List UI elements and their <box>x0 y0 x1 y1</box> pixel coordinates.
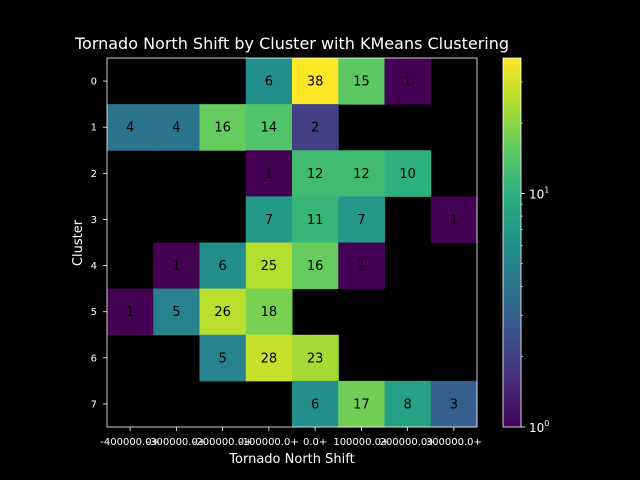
cell-value-label: 38 <box>307 75 324 90</box>
plot-frame <box>106 57 478 428</box>
cell-value-label: 7 <box>265 213 273 228</box>
heatmap-cell-labels: 6 38 15 14 4 16 14 21 12 12 107 11 7 11 6 25 16 11 5 26 185 2… <box>126 75 458 413</box>
cell-value-label: 16 <box>214 121 231 136</box>
heatmap-cell <box>292 104 339 151</box>
x-axis-label: Tornado North Shift <box>228 452 354 467</box>
colorbar: 100 101 <box>502 57 549 435</box>
heatmap-cell <box>338 380 385 428</box>
heatmap-cell <box>107 288 154 336</box>
cell-value-label: 1 <box>172 259 180 274</box>
heatmap-cell <box>153 242 200 290</box>
x-tick-label: 0.0+ <box>303 437 327 448</box>
y-tick-label: 4 <box>91 261 97 272</box>
heatmap-cell <box>199 242 247 290</box>
y-tick-label: 0 <box>91 77 97 88</box>
colorbar-tick-label: 100 <box>529 419 549 435</box>
y-tick-label: 6 <box>91 353 97 364</box>
colorbar-ticks: 100 101 <box>521 81 549 435</box>
cell-value-label: 16 <box>307 259 324 274</box>
heatmap-cell <box>153 104 200 151</box>
colorbar-tick-label: 101 <box>529 185 549 201</box>
heatmap-cell <box>292 334 339 382</box>
colorbar-gradient <box>502 57 522 428</box>
heatmap-cell <box>292 196 339 243</box>
cell-value-label: 15 <box>353 75 370 90</box>
cell-value-label: 6 <box>311 397 319 412</box>
heatmap-cell <box>338 196 385 243</box>
cell-value-label: 14 <box>261 121 278 136</box>
cell-value-label: 17 <box>353 397 370 412</box>
cell-value-label: 12 <box>353 167 370 182</box>
chart-title: Tornado North Shift by Cluster with KMea… <box>74 34 509 53</box>
x-axis-ticks: -400000.0+-300000.0+-200000.0+-100000.0+… <box>100 427 482 448</box>
cell-value-label: 8 <box>403 397 411 412</box>
heatmap-cell <box>384 150 432 197</box>
heatmap-cell <box>384 380 432 428</box>
heatmap-cell <box>292 58 339 105</box>
x-tick-label: 100000.0+ <box>333 437 389 448</box>
heatmap-cell <box>245 150 293 197</box>
cell-value-label: 28 <box>261 351 278 366</box>
heatmap-cell <box>107 104 154 151</box>
x-tick-label: -200000.0+ <box>193 437 253 448</box>
heatmap-cell <box>338 58 385 105</box>
x-tick-label: -300000.0+ <box>147 437 207 448</box>
cell-value-label: 26 <box>214 305 231 320</box>
cell-value-label: 1 <box>265 167 273 182</box>
y-tick-label: 3 <box>91 215 97 226</box>
cell-value-label: 2 <box>311 121 319 136</box>
heatmap-cells <box>107 58 478 428</box>
cell-value-label: 7 <box>357 213 365 228</box>
cell-value-label: 5 <box>172 305 180 320</box>
heatmap-cell <box>292 242 339 290</box>
y-tick-label: 7 <box>91 399 97 410</box>
heatmap-cell <box>245 334 293 382</box>
heatmap-cell <box>199 104 247 151</box>
heatmap-cell <box>245 196 293 243</box>
x-tick-label: 200000.0+ <box>380 437 436 448</box>
x-tick-label: -100000.0+ <box>239 437 299 448</box>
y-tick-label: 2 <box>91 169 97 180</box>
heatmap-cell <box>430 380 478 428</box>
cell-value-label: 1 <box>126 305 134 320</box>
heatmap-cell <box>153 288 200 336</box>
cell-value-label: 18 <box>261 305 278 320</box>
heatmap-cell <box>338 242 385 290</box>
cell-value-label: 3 <box>450 397 458 412</box>
heatmap-cell <box>292 380 339 428</box>
cell-value-label: 1 <box>450 213 458 228</box>
x-tick-label: 300000.0+ <box>426 437 482 448</box>
y-tick-label: 1 <box>91 123 97 134</box>
cell-value-label: 4 <box>172 121 180 136</box>
cell-value-label: 10 <box>399 167 416 182</box>
cell-value-label: 25 <box>261 259 278 274</box>
y-axis-label: Cluster <box>71 219 86 266</box>
x-tick-label: -400000.0+ <box>100 437 160 448</box>
heatmap-cell <box>338 150 385 197</box>
heatmap-cell <box>292 150 339 197</box>
cell-value-label: 6 <box>218 259 226 274</box>
cell-value-label: 5 <box>218 351 226 366</box>
cell-value-label: 4 <box>126 121 134 136</box>
cell-value-label: 6 <box>265 75 273 90</box>
heatmap-cell <box>430 196 478 243</box>
heatmap-cell <box>199 288 247 336</box>
heatmap-cell <box>245 58 293 105</box>
y-axis-ticks: 0 1 2 3 4 5 6 7 <box>91 77 107 410</box>
heatmap-cell <box>384 58 432 105</box>
heatmap-cell <box>245 288 293 336</box>
heatmap-cell <box>199 334 247 382</box>
heatmap-cell <box>245 104 293 151</box>
cell-value-label: 12 <box>307 167 324 182</box>
y-tick-label: 5 <box>91 307 97 318</box>
cell-value-label: 11 <box>307 213 324 228</box>
heatmap-cell <box>245 242 293 290</box>
cell-value-label: 1 <box>403 75 411 90</box>
cell-value-label: 23 <box>307 351 324 366</box>
cell-value-label: 1 <box>357 259 365 274</box>
